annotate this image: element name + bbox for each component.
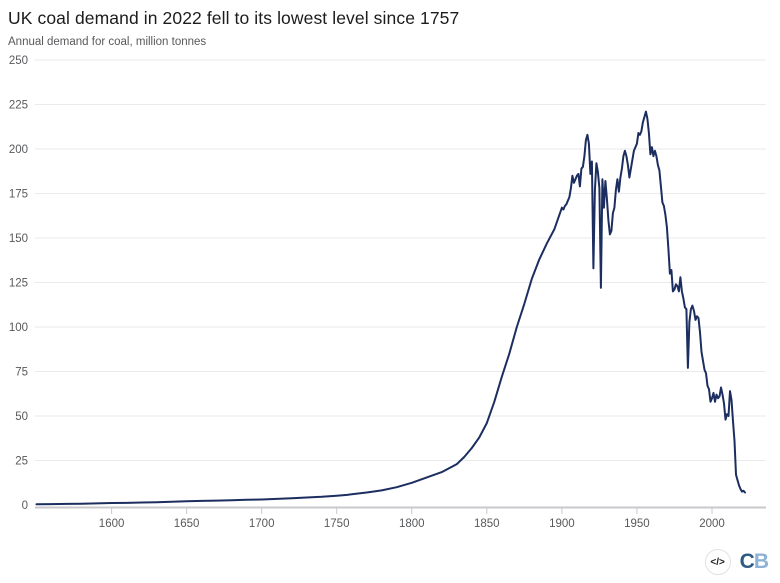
y-tick-label: 0	[22, 500, 28, 512]
chart-subtitle: Annual demand for coal, million tonnes	[8, 36, 207, 48]
chart-header: UK coal demand in 2022 fell to its lowes…	[8, 8, 772, 48]
y-tick-label: 225	[9, 100, 28, 112]
carbon-brief-logo-c: C	[739, 550, 755, 573]
carbon-brief-logo-b: B	[753, 550, 769, 573]
y-tick-label: 75	[15, 367, 28, 379]
y-tick-label: 100	[9, 322, 28, 334]
x-tick-label: 1850	[474, 518, 500, 530]
y-tick-label: 125	[9, 278, 28, 290]
y-tick-label: 25	[15, 456, 28, 468]
x-tick-label: 1750	[324, 518, 350, 530]
x-tick-label: 1950	[624, 518, 650, 530]
y-tick-label: 200	[9, 144, 28, 156]
x-tick-label: 1900	[549, 518, 575, 530]
x-tick-label: 1700	[249, 518, 275, 530]
chart-title: UK coal demand in 2022 fell to its lowes…	[8, 8, 460, 28]
carbon-brief-logo[interactable]: CB	[739, 549, 769, 575]
coal-demand-line-chart: 0 25 50 75 100 125 150 175 200 225 250 1600 1650 1700…	[9, 55, 766, 530]
x-tick-label: 1650	[174, 518, 200, 530]
y-tick-label: 175	[9, 189, 28, 201]
chart-footer: </> CB	[704, 549, 769, 575]
coal-demand-series-line	[35, 110, 746, 506]
x-tick-label: 2000	[699, 518, 725, 530]
y-tick-label: 50	[15, 411, 28, 423]
x-tick-label: 1800	[399, 518, 425, 530]
x-tick-label: 1600	[99, 518, 125, 530]
y-tick-label: 250	[9, 55, 28, 67]
embed-code-icon[interactable]: </>	[704, 549, 731, 575]
y-tick-label: 150	[9, 233, 28, 245]
